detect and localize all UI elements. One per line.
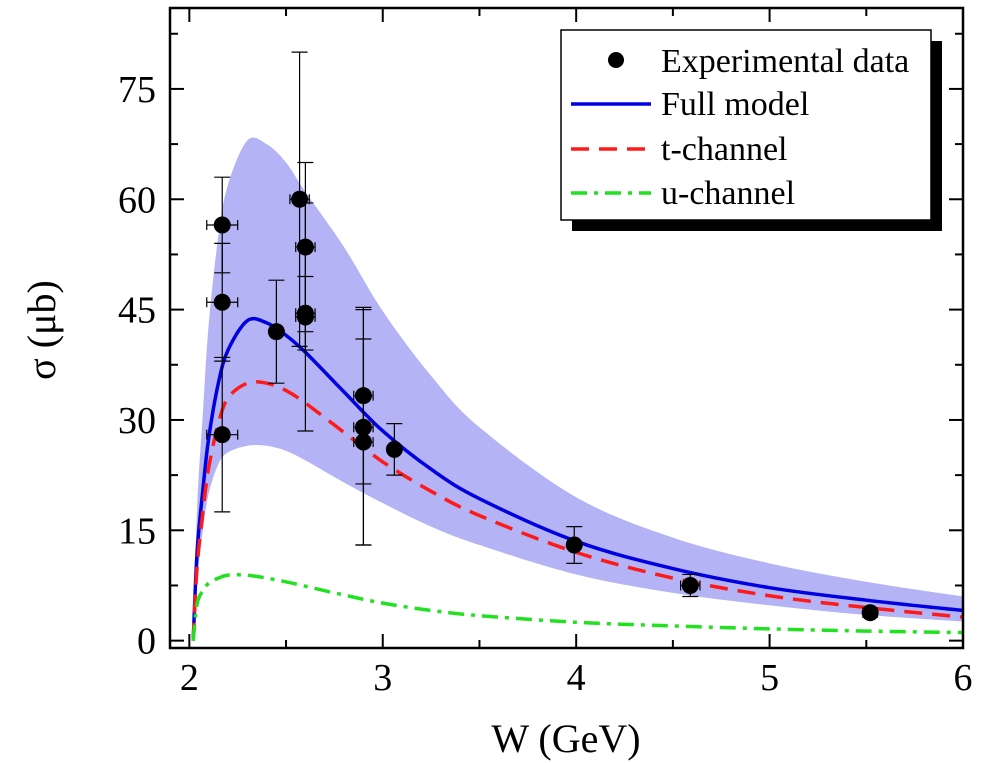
legend-label-full-model: Full model <box>661 86 809 123</box>
plot-frame <box>168 6 965 650</box>
x-tick-label: 6 <box>954 657 973 699</box>
data-point-marker <box>296 308 314 326</box>
legend-marker-experimental <box>608 52 624 68</box>
data-point-marker <box>861 604 879 622</box>
data-point-marker <box>213 426 231 444</box>
y-tick-label: 75 <box>118 69 156 111</box>
data-point <box>206 356 239 513</box>
legend-label-experimental: Experimental data <box>661 43 909 80</box>
data-point <box>385 423 403 476</box>
legend-label-t-channel: t-channel <box>661 131 788 168</box>
data-points-layer <box>206 51 879 622</box>
x-tick-label: 3 <box>373 657 392 699</box>
legend: Experimental data Full model t-channel u… <box>560 29 942 231</box>
x-tick-label: 2 <box>180 657 199 699</box>
y-tick-label: 60 <box>118 179 156 221</box>
model-curves-layer <box>191 316 963 641</box>
data-point <box>267 279 285 384</box>
data-point-marker <box>565 536 583 554</box>
data-point <box>680 573 701 598</box>
y-tick-label: 0 <box>137 621 156 663</box>
data-point-marker <box>385 440 403 458</box>
data-point-marker <box>354 433 372 451</box>
x-axis-label: W (GeV) <box>491 716 640 761</box>
data-point <box>206 242 239 362</box>
curve-full-model <box>191 316 963 641</box>
x-tick-label: 4 <box>567 657 586 699</box>
curve-u-channel <box>191 573 963 641</box>
y-axis-label: σ (μb) <box>19 280 64 380</box>
data-point-marker <box>213 293 231 311</box>
legend-label-u-channel: u-channel <box>661 175 795 212</box>
y-tick-label: 30 <box>118 400 156 442</box>
data-point <box>295 202 316 432</box>
data-point <box>565 526 583 565</box>
data-point-marker <box>681 576 699 594</box>
data-point-marker <box>267 323 285 341</box>
curve-t-channel <box>191 380 963 641</box>
x-tick-label: 5 <box>760 657 779 699</box>
data-point <box>861 604 879 622</box>
y-tick-label: 45 <box>118 290 156 332</box>
y-tick-label: 15 <box>118 510 156 552</box>
data-point <box>353 338 374 546</box>
data-point-marker <box>213 216 231 234</box>
